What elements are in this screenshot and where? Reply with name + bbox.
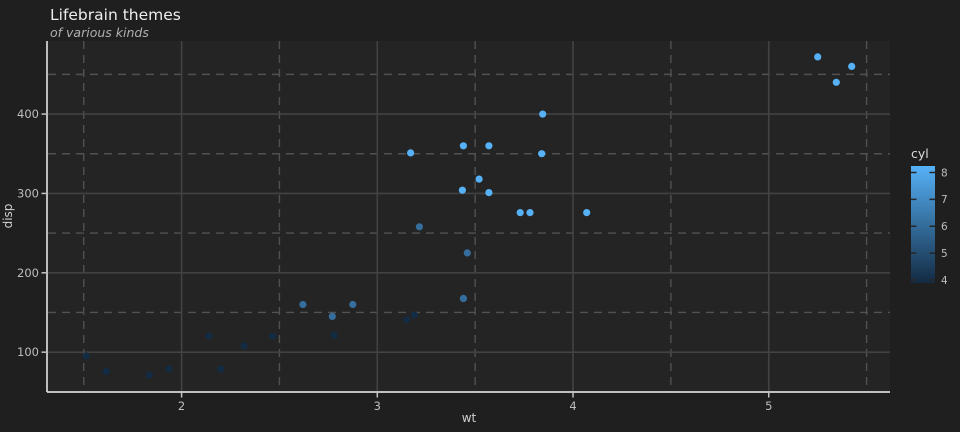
data-point — [458, 186, 466, 194]
data-point — [463, 249, 471, 257]
axis-tick-labels: 2 3 4 5 100 200 300 400 — [17, 107, 772, 413]
y-tick-label: 400 — [17, 107, 39, 121]
y-tick-label: 100 — [17, 345, 39, 359]
data-point — [539, 110, 547, 118]
data-point — [485, 142, 493, 150]
plot-subtitle: of various kinds — [50, 25, 149, 40]
data-point — [403, 316, 411, 324]
legend-labels: 8 7 6 5 4 — [941, 167, 948, 286]
data-point — [328, 312, 336, 320]
data-point — [269, 332, 277, 340]
x-tick-label: 2 — [178, 399, 185, 413]
plot-panel — [48, 41, 890, 391]
data-point — [583, 209, 591, 217]
legend-tick-label: 4 — [941, 275, 948, 287]
major-gridlines — [48, 41, 890, 391]
data-point — [205, 332, 213, 340]
data-point — [485, 189, 493, 197]
data-point — [848, 62, 856, 70]
data-point — [407, 149, 415, 157]
axis-ticks — [41, 113, 770, 398]
colorbar-legend: cyl 8 7 6 5 4 — [911, 146, 948, 287]
data-point — [240, 342, 248, 350]
axis-lines — [46, 41, 890, 393]
data-point — [299, 300, 307, 309]
data-point — [165, 365, 173, 373]
legend-title: cyl — [911, 146, 929, 161]
data-point — [475, 175, 483, 183]
data-point — [349, 300, 357, 309]
data-point — [814, 53, 822, 61]
data-point — [516, 209, 524, 217]
x-tick-label: 5 — [765, 399, 772, 413]
data-point — [410, 311, 419, 319]
minor-gridlines — [48, 41, 890, 391]
legend-tick-label: 6 — [941, 221, 948, 233]
data-point — [526, 209, 534, 217]
x-tick-label: 3 — [374, 399, 381, 413]
legend-tick-label: 7 — [941, 194, 948, 206]
data-point — [330, 331, 338, 339]
data-point — [217, 365, 225, 373]
data-point — [145, 371, 153, 379]
plot-title: Lifebrain themes — [50, 6, 181, 24]
legend-tick-label: 8 — [941, 167, 948, 179]
y-axis-title: disp — [1, 204, 15, 229]
legend-ticks — [911, 171, 935, 281]
x-axis-title: wt — [462, 411, 477, 425]
data-point — [102, 367, 110, 375]
data-points — [82, 53, 856, 379]
data-point — [832, 78, 840, 86]
y-tick-label: 300 — [17, 186, 39, 200]
data-point — [415, 223, 423, 231]
legend-tick-label: 5 — [941, 248, 948, 260]
x-tick-label: 4 — [569, 399, 576, 413]
data-point — [459, 142, 467, 150]
data-point — [82, 352, 90, 360]
data-point — [459, 294, 467, 303]
data-point — [538, 150, 546, 158]
legend-colorbar — [911, 166, 935, 283]
y-tick-label: 200 — [17, 266, 39, 280]
